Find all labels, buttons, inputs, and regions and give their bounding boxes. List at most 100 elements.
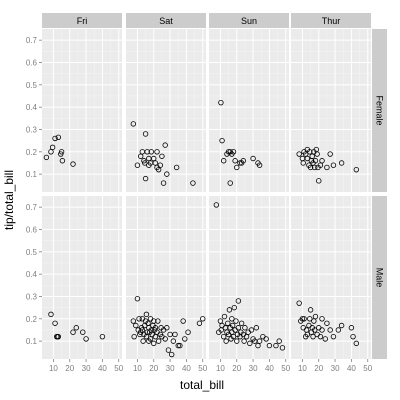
data-point [218, 99, 224, 106]
x-tick-label: 40 [265, 364, 274, 373]
x-tick-label: 20 [149, 364, 158, 373]
data-point [59, 158, 66, 164]
strip-female [372, 29, 387, 192]
y-tick-label: 0.2 [26, 148, 38, 157]
data-point [221, 313, 228, 320]
data-point [232, 158, 238, 164]
data-point [312, 158, 319, 164]
strips-layer: Fri Sat Sun Thur Female Male [42, 13, 387, 359]
data-point [273, 342, 279, 349]
data-point [55, 333, 62, 340]
strip-thur [291, 13, 371, 28]
data-point [142, 131, 149, 137]
data-point [266, 342, 273, 349]
data-point [307, 316, 313, 322]
x-tick-label: 30 [249, 364, 258, 373]
data-point [319, 316, 325, 322]
data-point [307, 307, 314, 313]
data-point [55, 134, 62, 140]
x-tick-label: 10 [298, 364, 307, 373]
x-tick-label: 50 [281, 364, 290, 373]
y-tick-label: 0.4 [26, 103, 38, 112]
data-point [324, 320, 330, 326]
data-point [250, 155, 256, 162]
data-point [309, 153, 315, 159]
data-point [327, 151, 333, 157]
data-point [225, 320, 231, 326]
data-point [52, 135, 58, 142]
data-point [311, 318, 317, 324]
data-point [49, 144, 56, 151]
data-point [242, 325, 248, 331]
data-point [330, 162, 337, 168]
panel-sat-male [126, 196, 206, 359]
data-point [160, 180, 167, 186]
y-tick-label: 0.7 [26, 203, 38, 212]
y-tick-label: 0.6 [26, 58, 38, 67]
data-point [304, 155, 311, 162]
panels-layer [42, 29, 371, 359]
strip-male [372, 196, 387, 359]
data-point [52, 320, 58, 326]
data-point [136, 316, 142, 322]
data-point [48, 311, 54, 318]
data-point [335, 327, 342, 333]
data-point [233, 318, 239, 324]
data-point [80, 329, 86, 335]
x-tick-label: 30 [331, 364, 340, 373]
data-point [48, 149, 54, 155]
panel-fri-female [42, 29, 122, 192]
data-point [152, 333, 159, 340]
x-tick-label: 10 [216, 364, 225, 373]
panel-sun-female [209, 29, 289, 192]
data-point [70, 161, 76, 167]
data-point [227, 180, 233, 186]
data-point [348, 325, 355, 331]
data-point [70, 329, 76, 335]
data-point [234, 164, 240, 171]
x-tick-label: 40 [98, 364, 107, 373]
data-point [200, 316, 206, 322]
data-point [134, 162, 141, 168]
data-point [230, 149, 237, 155]
x-tick-label: 40 [347, 364, 356, 373]
strip-label-fri: Fri [77, 16, 88, 26]
data-point [83, 336, 89, 342]
data-point [311, 164, 318, 171]
y-axis-title: tip/total_bill [2, 170, 16, 230]
data-point [317, 333, 324, 340]
data-point [182, 336, 188, 342]
data-point [175, 342, 181, 349]
data-point [300, 160, 306, 166]
x-tick-label: 50 [114, 364, 123, 373]
data-point [58, 149, 65, 155]
data-point [319, 327, 325, 333]
data-point [157, 162, 163, 168]
data-point [279, 345, 286, 351]
y-tick-label: 0.5 [26, 81, 38, 90]
data-point [165, 347, 172, 353]
axes-layer: 0.1 0.2 0.3 0.4 0.5 0.6 0.7 0.1 0.2 0.3 0.4 0.5 0.6 0… [26, 36, 373, 373]
data-point [164, 171, 170, 177]
x-tick-label: 10 [133, 364, 142, 373]
data-point [142, 160, 148, 166]
data-point [151, 155, 157, 162]
data-point [353, 166, 360, 173]
data-point [311, 327, 318, 333]
x-tick-label: 30 [166, 364, 175, 373]
data-point [177, 342, 183, 349]
data-point [134, 296, 141, 302]
data-point [143, 311, 150, 318]
data-point [307, 164, 314, 171]
x-axis-title: total_bill [180, 378, 224, 392]
data-point [319, 158, 325, 164]
x-tick-label: 50 [198, 364, 207, 373]
data-point [296, 300, 302, 306]
data-point [173, 164, 180, 171]
data-point [338, 160, 345, 166]
data-point [185, 329, 191, 335]
data-point [338, 322, 345, 329]
data-point [235, 298, 242, 304]
strip-fri [42, 13, 122, 28]
data-point [99, 333, 106, 340]
